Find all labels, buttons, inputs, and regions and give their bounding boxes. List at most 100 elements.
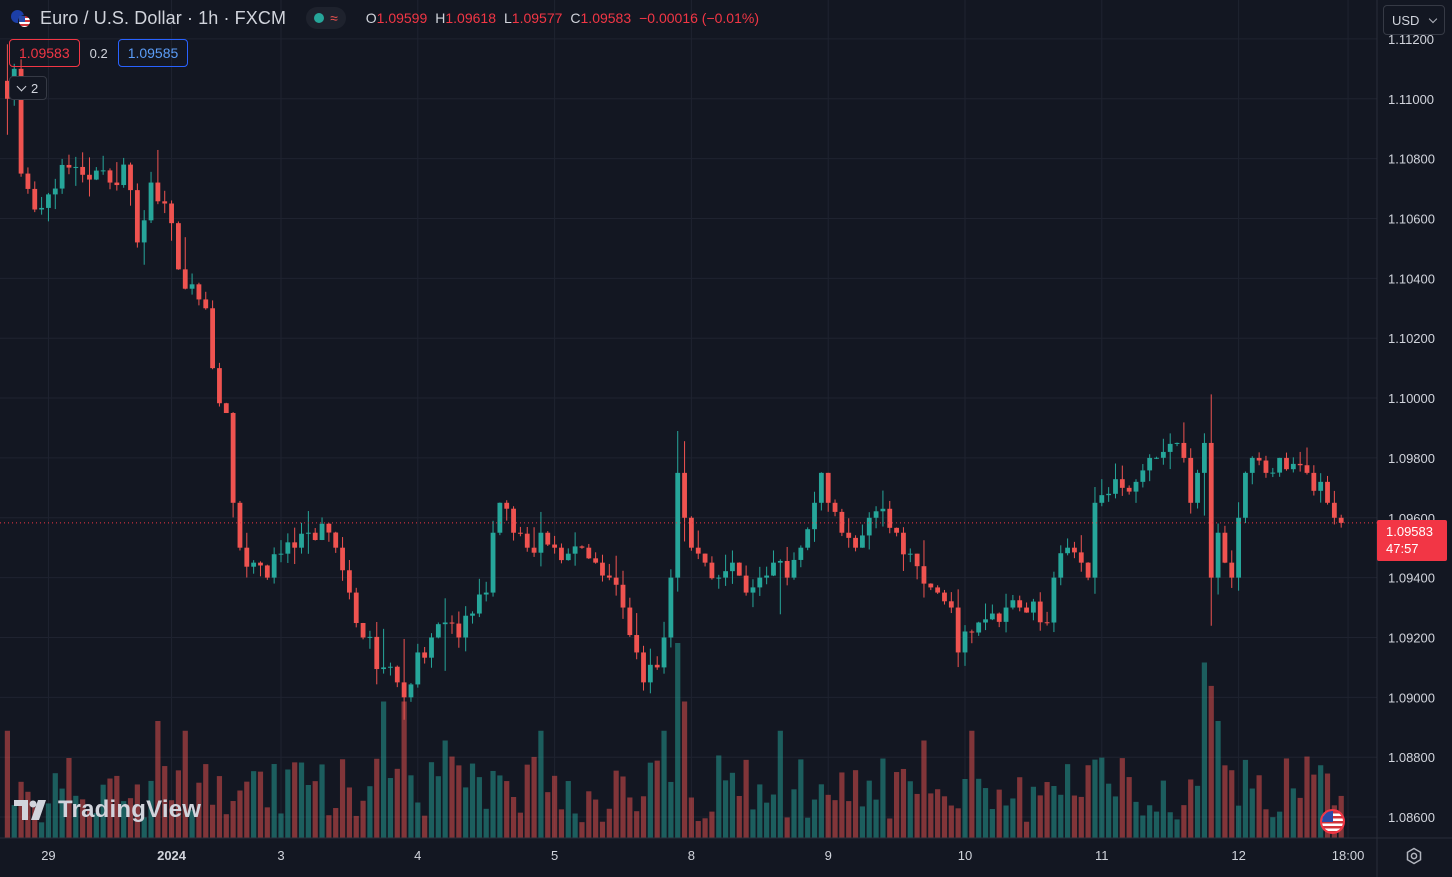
candle-body	[1256, 457, 1262, 461]
candle-body	[32, 188, 38, 210]
volume-bar	[408, 775, 414, 838]
volume-bar	[770, 794, 777, 838]
eur-usd-flag-icon	[10, 7, 32, 29]
time-axis[interactable]: 29 2024 3 4 5 8 9 10 11 12 18:00	[41, 848, 1364, 863]
volume-bar	[162, 766, 168, 838]
candle-body	[743, 575, 749, 593]
candle-body	[483, 592, 489, 595]
candle-body	[873, 511, 879, 518]
volume-bar	[237, 790, 243, 838]
volume-bar	[1194, 785, 1201, 838]
candle-body	[1297, 463, 1303, 466]
candle-body	[1311, 472, 1317, 491]
candle-body	[1277, 457, 1283, 473]
candle-body	[777, 560, 783, 563]
candle-body	[319, 523, 325, 540]
volume-bar	[1099, 757, 1105, 838]
volume-bar	[976, 778, 982, 838]
volume-bar	[333, 808, 339, 838]
candle-body	[565, 553, 571, 561]
candle-body	[1181, 442, 1187, 458]
volume-bar	[11, 805, 17, 838]
candle-body	[312, 532, 318, 540]
candle-body	[39, 207, 44, 210]
price-tick-label: 1.09000	[1388, 690, 1435, 705]
price-tick-label: 1.10800	[1388, 152, 1435, 167]
candle-body	[1078, 552, 1084, 563]
volume-bar	[203, 764, 209, 838]
candle-body	[456, 623, 462, 638]
candle-body	[709, 562, 715, 579]
candle-body	[435, 624, 441, 638]
candle-body	[818, 472, 824, 503]
volume-bar	[278, 813, 284, 838]
volume-bar	[134, 784, 140, 838]
volume-bar	[1044, 782, 1050, 838]
volume-bar	[627, 797, 633, 838]
sell-button[interactable]: 1.09583	[9, 39, 80, 67]
volume-bar	[244, 781, 250, 838]
last-price-value: 1.09583	[1386, 524, 1433, 539]
volume-bar	[476, 777, 482, 838]
candle-body	[497, 502, 503, 533]
volume-bar	[900, 768, 907, 838]
candle-body	[914, 553, 920, 567]
volume-bar	[1140, 815, 1146, 838]
candle-body	[887, 508, 893, 528]
candle-body	[586, 547, 592, 559]
volume-bar	[866, 780, 872, 838]
volume-bar	[463, 787, 469, 838]
candle-body	[627, 607, 633, 636]
us-economic-event-icon[interactable]	[1320, 809, 1345, 834]
price-axis[interactable]: 1.11200 1.11000 1.10800 1.10600 1.10400 1.102…	[1388, 32, 1435, 825]
volume-bar	[1270, 817, 1276, 838]
bar-countdown: 47:57	[1386, 541, 1419, 556]
candle-body	[292, 542, 298, 548]
volume-bar	[305, 784, 311, 838]
chart-settings-button[interactable]	[1398, 840, 1430, 872]
candle-body	[1243, 472, 1248, 518]
candle-body	[538, 532, 544, 553]
open-label: O	[365, 10, 377, 26]
time-tick-label: 10	[958, 848, 972, 863]
volume-bar	[52, 773, 58, 838]
volume-bar	[114, 775, 120, 838]
market-status[interactable]: ≈	[306, 7, 346, 29]
volume-bar	[1311, 774, 1317, 838]
volume-bar	[107, 778, 113, 838]
symbol-title[interactable]: Euro / U.S. Dollar · 1h · FXCM	[40, 7, 287, 28]
candle-body	[340, 547, 345, 571]
candle-body	[907, 553, 913, 555]
candle-body	[1119, 479, 1125, 488]
volume-bar	[1174, 819, 1180, 838]
candle-body	[353, 592, 359, 624]
candle-body	[476, 594, 482, 614]
price-tick-label: 1.11000	[1388, 92, 1434, 107]
volume-bar	[271, 764, 277, 838]
candle-body	[1003, 607, 1009, 622]
volume-bar	[764, 802, 770, 838]
currency-select[interactable]: USD	[1383, 5, 1445, 35]
candle-body	[1017, 600, 1023, 608]
volume-bar	[182, 730, 188, 838]
volume-bar	[1030, 786, 1036, 838]
candle-body	[169, 203, 174, 224]
candle-body	[935, 587, 941, 593]
volume-bar	[599, 821, 606, 838]
time-tick-label: 5	[551, 848, 558, 863]
low-value: 1.09577	[511, 10, 563, 26]
candle-body	[1202, 442, 1207, 473]
volume-bar	[1304, 756, 1310, 838]
buy-button[interactable]: 1.09585	[117, 39, 189, 67]
tradingview-watermark[interactable]: TradingView	[12, 796, 201, 824]
candle-body	[764, 575, 770, 578]
volume-bar	[141, 817, 147, 838]
candle-body	[1331, 502, 1337, 518]
candle-body	[757, 577, 763, 588]
volume-bar	[1092, 759, 1098, 838]
candle-body	[545, 532, 551, 545]
volume-bar	[1133, 801, 1139, 838]
indicators-collapse-button[interactable]: 2	[9, 76, 48, 100]
volume-bar	[100, 784, 106, 838]
